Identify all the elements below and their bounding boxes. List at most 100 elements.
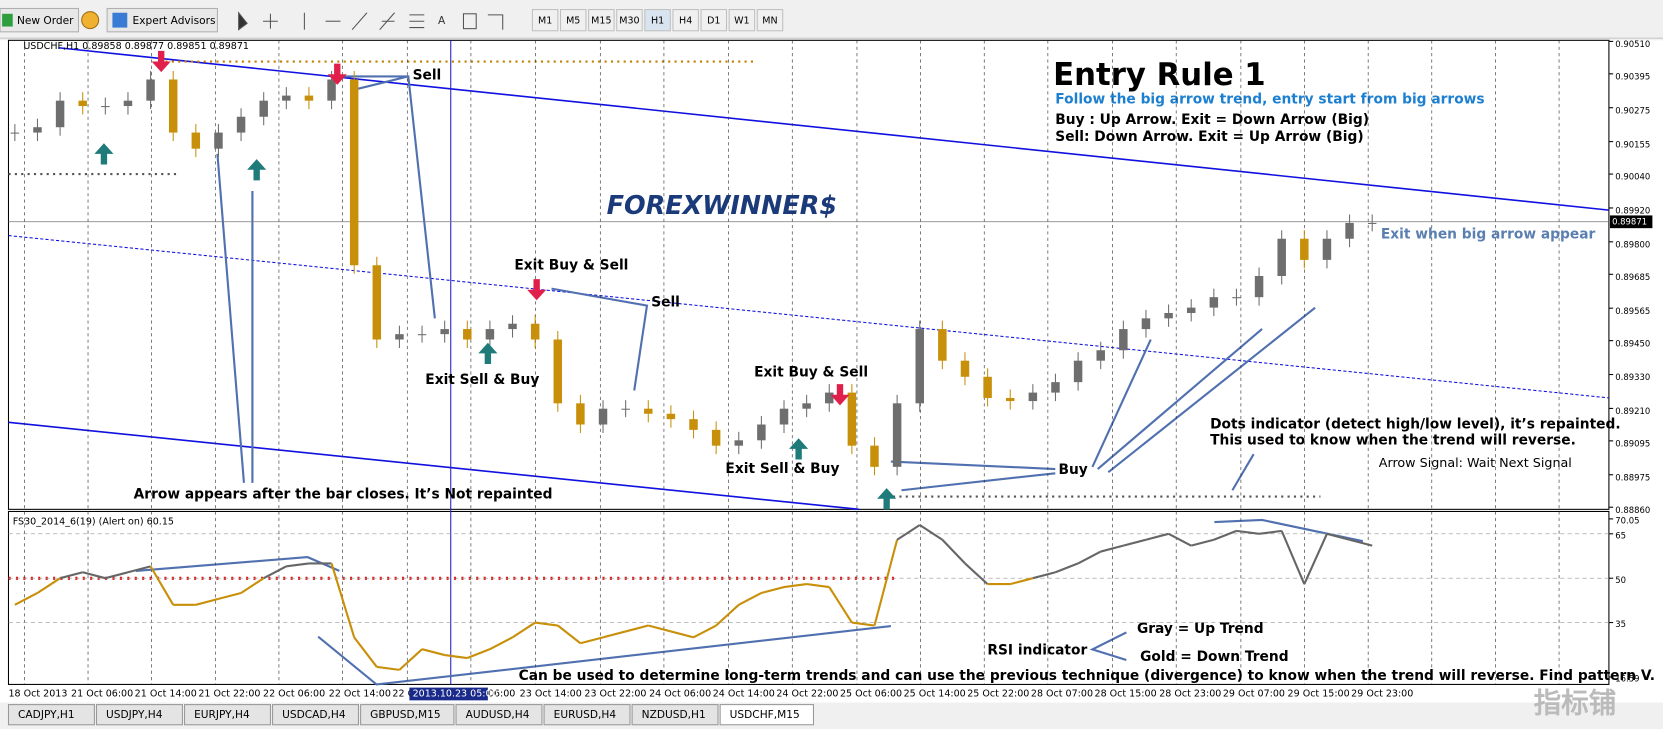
symbol-tab-label: EURJPY,H4 [194, 709, 250, 721]
candle-body [960, 360, 970, 377]
symbol-tab[interactable] [455, 704, 543, 726]
candle-body [983, 376, 992, 398]
indicator-segment [1009, 577, 1034, 586]
rule-line: Sell: Down Arrow. Exit = Up Arrow (Big) [1055, 129, 1363, 145]
icon [2, 13, 13, 27]
rule-title: Entry Rule 1 [1053, 57, 1266, 93]
timeframe-button[interactable] [588, 9, 615, 32]
time-label: 25 Oct 06:00 [840, 688, 902, 699]
new-order-button[interactable] [0, 7, 80, 33]
timeframe-button[interactable] [728, 9, 756, 32]
indicator-segment [896, 524, 921, 541]
time-label: 22 O [392, 688, 415, 699]
indicator-segment [444, 654, 468, 660]
candle-body [892, 403, 902, 467]
candle-body [282, 95, 291, 101]
indicator-segment [873, 539, 899, 626]
timeframe-button[interactable] [616, 9, 643, 32]
symbol-tab-label: USDCAD,H4 [282, 709, 346, 721]
timeframe-label: M15 [591, 16, 611, 27]
timeframe-button[interactable] [559, 9, 587, 32]
indicator-segment [1326, 532, 1350, 541]
price-tick-label: 0.89450 [1615, 338, 1650, 348]
buy-arrow [478, 342, 498, 364]
time-label: 22 Oct 06:00 [263, 688, 325, 699]
indicator-segment [715, 604, 740, 627]
indicator-segment [1168, 532, 1192, 547]
indicator-segment [964, 562, 989, 585]
candle-body [327, 79, 336, 101]
symbol-tab[interactable] [95, 704, 183, 726]
indicator-note: Can be used to determine long-term trend… [519, 668, 1655, 684]
symbol-tab[interactable] [272, 704, 360, 726]
indicator-segment [1055, 562, 1079, 574]
indicator-segment [1258, 529, 1282, 535]
time-label: 28 Oct 15:00 [1095, 688, 1157, 699]
symbol-tab[interactable] [360, 704, 455, 726]
indicator-segment [919, 524, 943, 541]
icon [112, 12, 128, 28]
symbol-tab[interactable] [543, 704, 631, 726]
time-label: 29 Oct 23:00 [1351, 688, 1413, 699]
drawing-tools[interactable]: A [238, 11, 504, 31]
symbol-tab-label: USDJPY,H4 [106, 709, 163, 721]
symbol-tab[interactable] [184, 704, 271, 726]
cursor-time-label: 2013.10.23 05:00 [413, 688, 498, 699]
candle-body [1051, 382, 1060, 393]
price-tick-label: 0.89685 [1615, 272, 1650, 282]
timeframe-button[interactable] [700, 9, 728, 32]
annotation: Arrow Signal: Wait Next Signal [1379, 456, 1572, 471]
timeframe-label: MN [762, 16, 777, 27]
candle-body [1141, 318, 1151, 330]
price-tick-label: 0.90155 [1615, 139, 1650, 149]
indicator-segment [648, 624, 672, 633]
candle-body [689, 419, 698, 430]
current-price-tag [1609, 215, 1653, 229]
rule-line: Buy : Up Arrow. Exit = Down Arrow (Big) [1055, 112, 1369, 128]
price-tick-label: 0.89210 [1615, 406, 1650, 416]
indicator-segment [557, 624, 582, 645]
indicator-segment [149, 565, 175, 606]
expert-advisors-button[interactable] [106, 7, 218, 33]
indicator-note: Gold = Down Trend [1140, 649, 1288, 665]
price-tick-label: 0.89920 [1615, 206, 1650, 216]
annotation: Sell [651, 294, 680, 310]
timeframe-label: M30 [619, 16, 639, 27]
indicator-segment [59, 571, 83, 580]
alert-icon[interactable] [81, 11, 100, 30]
symbol-tab[interactable] [7, 704, 95, 726]
candle-body [214, 132, 223, 149]
symbol-tab-label: EURUSD,H4 [554, 709, 617, 721]
candle-body [915, 329, 924, 404]
indicator-segment [1145, 532, 1169, 541]
timeframe-label: M1 [538, 16, 552, 27]
candle-body [259, 100, 268, 117]
price-tick-label: 0.89800 [1615, 240, 1650, 250]
sell-arrow [327, 63, 347, 85]
timeframe-button[interactable] [644, 9, 671, 32]
candle-body [236, 116, 246, 133]
indicator-segment [602, 630, 626, 639]
timeframe-button[interactable] [531, 9, 559, 32]
cursor-time-tag [409, 687, 488, 701]
annotation: Exit Sell & Buy [425, 372, 539, 388]
indicator-segment [286, 562, 310, 568]
timeframe-button[interactable] [672, 9, 699, 32]
indicator-tick-label: 70.05 [1615, 516, 1639, 526]
indicator-segment [263, 565, 287, 580]
indicator-note: RSI indicator [987, 642, 1087, 658]
indicator-segment [466, 648, 491, 660]
indicator-segment [195, 597, 219, 606]
symbol-tab-label: AUDUSD,H4 [466, 709, 530, 721]
timeframe-label: D1 [707, 16, 720, 27]
symbol-tab-label: NZDUSD,H1 [642, 709, 706, 721]
timeframe-button[interactable] [756, 9, 784, 32]
candle-body [372, 265, 382, 340]
symbol-tab[interactable] [719, 704, 815, 726]
time-label: 21 Oct 22:00 [198, 688, 260, 699]
symbol-tab[interactable] [631, 704, 719, 726]
indicator-segment [1303, 533, 1328, 585]
indicator-segment [738, 592, 762, 606]
